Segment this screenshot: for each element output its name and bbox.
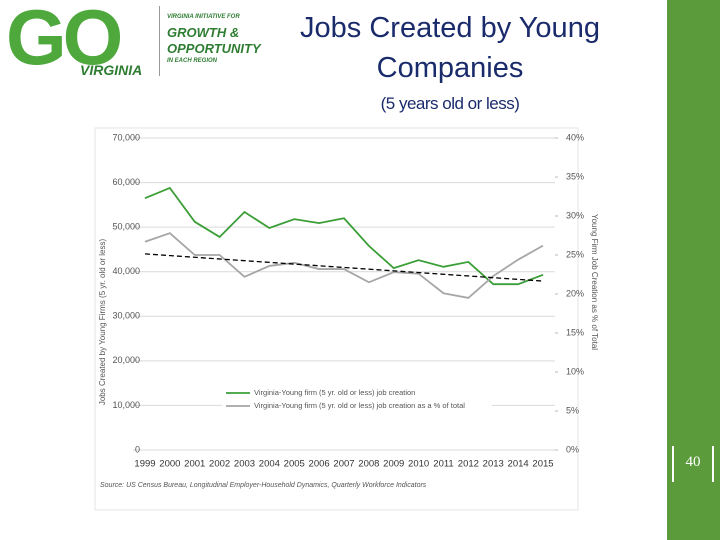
y-tick-label: 50,000 <box>112 222 140 232</box>
y2-tick-label: 40% <box>566 132 584 142</box>
y2-tick-label: 0% <box>566 444 579 454</box>
chart-area <box>94 127 579 511</box>
logo-text: IN EACH REGION <box>167 58 218 64</box>
y-tick-label: 0 <box>135 444 140 454</box>
x-tick-label: 2011 <box>433 459 453 470</box>
legend-label: Virginia-Young firm (5 yr. old or less) … <box>254 401 465 410</box>
x-tick-label: 1999 <box>134 459 155 470</box>
y-tick-label: 40,000 <box>112 266 140 276</box>
y-tick-label: 30,000 <box>112 311 140 321</box>
trend-line <box>144 253 544 282</box>
logo-divider <box>159 6 160 76</box>
side-bar <box>667 0 720 540</box>
y-tick-label: 20,000 <box>112 355 140 365</box>
x-tick-label: 2003 <box>234 459 255 470</box>
x-tick-label: 2014 <box>508 459 529 470</box>
x-tick-label: 2012 <box>458 459 479 470</box>
slide-subtitle: (5 years old or less) <box>380 94 520 113</box>
y2-tick-label: 15% <box>566 327 584 337</box>
page-number: 40 <box>672 446 714 482</box>
series-line <box>144 232 544 299</box>
x-tick-label: 2001 <box>184 459 205 470</box>
y-tick-label: 60,000 <box>112 177 140 187</box>
x-tick-label: 2004 <box>259 459 280 470</box>
x-tick-label: 2006 <box>309 459 330 470</box>
y-axis-title: Jobs Created by Young Firms (5 yr. old o… <box>98 239 107 406</box>
y2-tick-label: 35% <box>566 171 584 181</box>
x-tick-label: 2005 <box>284 459 305 470</box>
x-tick-label: 2002 <box>209 459 230 470</box>
logo-text: GROWTH & <box>167 25 240 40</box>
y-tick-label: 10,000 <box>112 400 140 410</box>
logo-text: VIRGINIA INITIATIVE FOR <box>167 14 240 20</box>
logo-mark: GO <box>6 0 123 81</box>
x-tick-label: 2008 <box>358 459 379 470</box>
y2-tick-label: 25% <box>566 249 584 259</box>
y2-tick-label: 10% <box>566 366 584 376</box>
x-tick-label: 2007 <box>333 459 354 470</box>
logo-text: OPPORTUNITY <box>167 41 261 56</box>
x-tick-label: 2013 <box>483 459 504 470</box>
source-note: Source: US Census Bureau, Longitudinal E… <box>100 482 427 489</box>
x-tick-label: 2000 <box>159 459 180 470</box>
slide-title: Jobs Created by Young Companies <box>300 12 600 84</box>
y2-tick-label: 20% <box>566 288 584 298</box>
x-tick-label: 2015 <box>532 459 553 470</box>
y2-axis-title: Young Firm Job Creation as % of Total <box>590 214 599 350</box>
y2-tick-label: 5% <box>566 405 579 415</box>
y-tick-label: 70,000 <box>112 132 140 142</box>
series-line <box>144 186 544 286</box>
logo-state: VIRGINIA <box>80 62 143 78</box>
x-tick-label: 2010 <box>408 459 429 470</box>
x-tick-label: 2009 <box>383 459 404 470</box>
y2-tick-label: 30% <box>566 210 584 220</box>
legend-label: Virginia-Young firm (5 yr. old or less) … <box>254 388 415 397</box>
legend-box <box>222 384 492 414</box>
